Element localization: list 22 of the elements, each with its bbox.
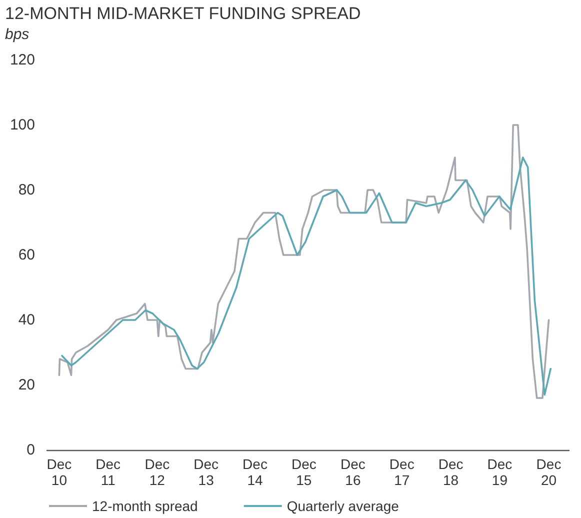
x-tick-label: Dec 19	[487, 456, 512, 488]
y-tick-label: 40	[18, 312, 35, 328]
legend-label: 12-month spread	[92, 498, 198, 514]
y-tick-label: 60	[18, 246, 35, 264]
x-tick-label: Dec 17	[389, 456, 414, 488]
x-tick-label: Dec 20	[536, 456, 562, 488]
y-tick-label: 120	[10, 52, 35, 68]
x-tick-label: Dec 15	[291, 456, 316, 488]
x-tick-label: Dec 18	[438, 456, 464, 488]
y-tick-label: 100	[10, 116, 35, 134]
chart-title: 12-MONTH MID-MARKET FUNDING SPREAD	[5, 4, 361, 23]
y-axis-title: bps	[5, 26, 30, 43]
legend-label: Quarterly average	[286, 498, 400, 514]
y-tick-label: 0	[26, 442, 35, 458]
y-tick-label: 80	[18, 182, 35, 198]
x-tick-label: Dec 16	[340, 456, 366, 488]
x-tick-label: Dec 11	[96, 456, 121, 488]
y-tick-label: 20	[18, 376, 35, 394]
x-tick-label: Dec 12	[144, 456, 170, 488]
x-tick-label: Dec 10	[46, 456, 72, 488]
x-tick-label: Dec 13	[194, 456, 219, 488]
x-tick-label: Dec 14	[242, 456, 268, 488]
